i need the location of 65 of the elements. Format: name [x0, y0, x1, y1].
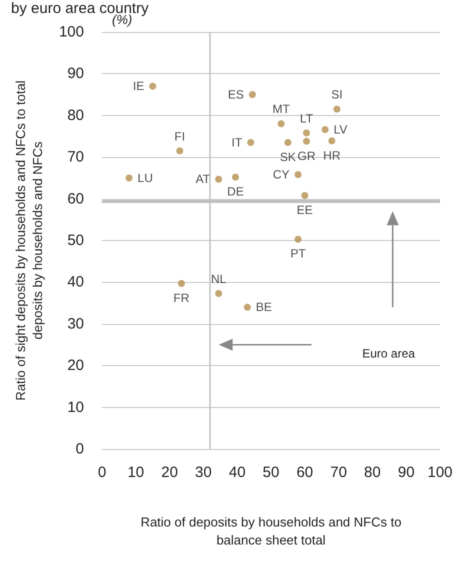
annotation: Euro area [362, 346, 416, 360]
data-label: HR [323, 148, 341, 162]
data-label: ES [228, 88, 244, 102]
point [328, 137, 336, 144]
y-tick-label: 30 [67, 315, 84, 332]
point [278, 120, 285, 128]
x-tick-label: 100 [427, 464, 453, 481]
x-tick-label: 0 [98, 464, 106, 481]
data-label: SI [331, 88, 343, 102]
data-label: LV [334, 122, 348, 137]
y-tick-label: 20 [67, 357, 84, 374]
x-tick-label: 90 [398, 464, 415, 481]
y-tick-label: 40 [67, 274, 84, 291]
point [178, 280, 185, 287]
x-tick-label: 20 [161, 464, 178, 481]
point [215, 290, 222, 297]
data-label: BE [256, 300, 272, 314]
x-tick-label: 30 [195, 464, 212, 481]
data-label: AT [196, 172, 211, 186]
point [284, 139, 292, 146]
data-label: DE [227, 184, 244, 199]
data-label: LU [138, 170, 153, 185]
data-label: MT [272, 102, 290, 116]
point [126, 174, 133, 182]
data-label: IT [232, 136, 243, 150]
x-axis-title: Ratio of deposits by households and NFCs to balance sheet total [140, 514, 402, 548]
data-label: FR [173, 290, 190, 305]
y-tick-label: 70 [67, 148, 84, 166]
data-label: EE [296, 202, 313, 217]
point [215, 176, 222, 183]
x-tick-label: 50 [262, 464, 280, 481]
y-tick-label: 0 [76, 440, 84, 458]
data-label: SK [280, 150, 296, 164]
point [248, 91, 256, 98]
data-label: NL [210, 272, 227, 286]
point [333, 106, 340, 113]
data-label: LT [300, 111, 314, 126]
x-tick-label: 70 [330, 464, 347, 481]
point [244, 304, 251, 311]
data-label: CY [272, 168, 290, 182]
point [176, 147, 184, 154]
point [149, 82, 156, 90]
y-tick-label: 10 [67, 398, 84, 416]
point [247, 139, 254, 146]
data-label: PT [290, 246, 306, 261]
point [232, 174, 240, 181]
point [294, 171, 302, 178]
data-label: GR [297, 148, 316, 163]
y-tick-label: 60 [67, 190, 84, 208]
point [294, 236, 302, 243]
point [302, 129, 310, 136]
x-tick-label: 60 [296, 464, 314, 481]
point [302, 138, 310, 145]
data-label: IE [132, 79, 144, 94]
x-tick-label: 10 [127, 464, 144, 481]
y-axis-title: Ratio of sight deposits by households and NFCs to total deposits by households and NFCs [13, 80, 45, 401]
data-label: FI [174, 129, 186, 144]
y-tick-label: 50 [67, 232, 84, 249]
x-tick-label: 80 [364, 464, 381, 481]
y-tick-label: 100 [58, 24, 84, 40]
point [301, 192, 308, 199]
point [322, 126, 329, 134]
y-tick-label: 80 [67, 106, 84, 124]
x-tick-label: 40 [228, 464, 246, 481]
y-tick-label: 90 [67, 65, 84, 82]
